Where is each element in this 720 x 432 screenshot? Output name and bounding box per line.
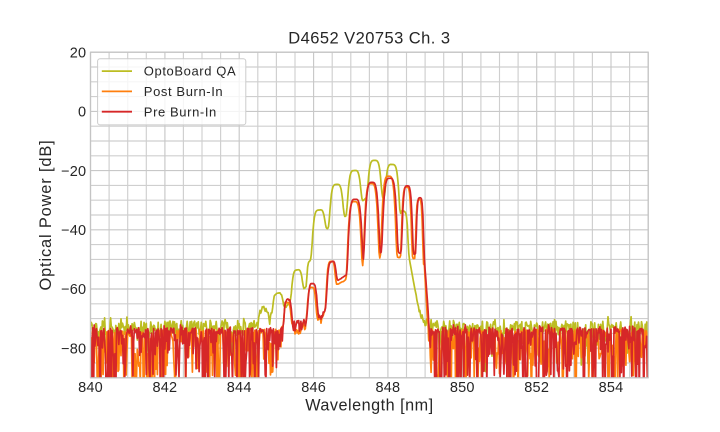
svg-text:Post Burn-In: Post Burn-In — [144, 84, 223, 99]
svg-text:852: 852 — [524, 380, 549, 396]
svg-text:840: 840 — [78, 380, 103, 396]
svg-text:844: 844 — [227, 380, 252, 396]
svg-text:0: 0 — [78, 105, 86, 121]
svg-text:846: 846 — [301, 380, 326, 396]
svg-text:854: 854 — [599, 380, 624, 396]
svg-text:850: 850 — [450, 380, 475, 396]
svg-text:842: 842 — [153, 380, 178, 396]
svg-text:D4652 V20753 Ch. 3: D4652 V20753 Ch. 3 — [288, 30, 450, 48]
svg-text:−20: −20 — [61, 164, 86, 180]
svg-text:20: 20 — [70, 45, 87, 61]
svg-text:OptoBoard QA: OptoBoard QA — [144, 64, 236, 79]
svg-text:Optical Power [dB]: Optical Power [dB] — [37, 139, 55, 290]
svg-text:−80: −80 — [61, 341, 86, 357]
svg-text:Wavelength [nm]: Wavelength [nm] — [305, 396, 433, 414]
svg-text:−60: −60 — [61, 282, 86, 298]
svg-text:−40: −40 — [61, 223, 86, 239]
svg-text:848: 848 — [376, 380, 401, 396]
svg-text:Pre Burn-In: Pre Burn-In — [144, 104, 217, 119]
